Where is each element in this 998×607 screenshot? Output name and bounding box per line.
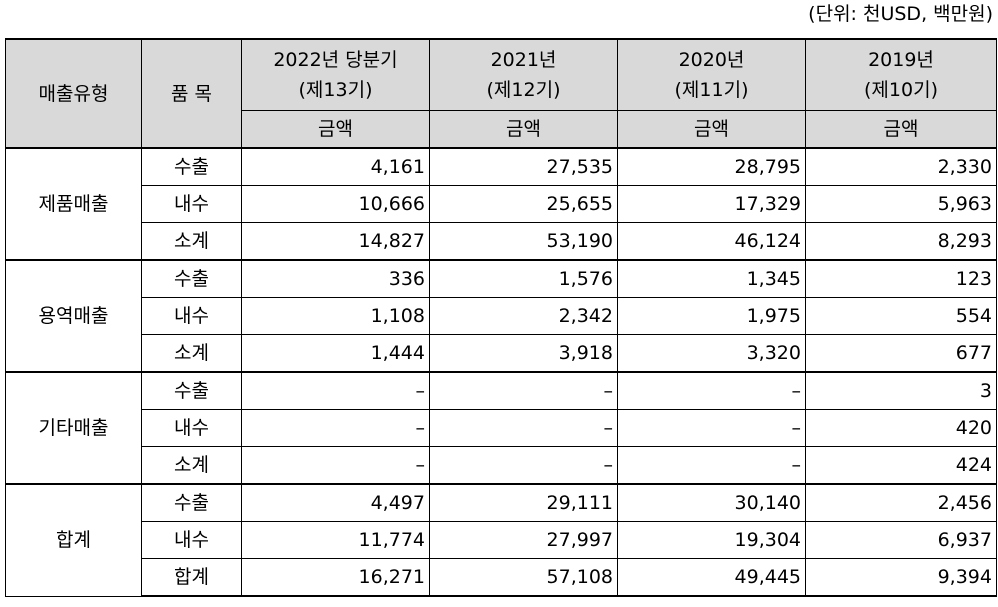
amount-cell: 123 [805, 259, 997, 298]
amount-cell: 10,666 [241, 185, 430, 223]
header-amount: 금액 [241, 110, 430, 149]
amount-cell: – [429, 371, 618, 410]
period-term: (제11기) [674, 79, 749, 101]
amount-cell: 27,535 [429, 147, 618, 186]
group-name-cell: 용역매출 [5, 259, 142, 373]
amount-cell: 2,330 [805, 147, 997, 186]
amount-cell: 1,345 [617, 259, 806, 298]
table-row: 용역매출 수출 336 1,576 1,345 123 [5, 259, 997, 373]
amount-cell: 1,444 [241, 334, 430, 373]
table-row: 내수 1,108 2,342 1,975 554 [6, 297, 997, 335]
period-term: (제13기) [298, 79, 373, 101]
header-amount: 금액 [805, 110, 997, 149]
header-period: 2022년 당분기 (제13기) [241, 38, 430, 111]
group-name-cell: 합계 [5, 483, 142, 597]
amount-cell: 9,394 [805, 558, 997, 597]
amount-cell: – [241, 409, 430, 447]
group-name-cell: 기타매출 [5, 371, 142, 485]
group-name-cell: 제품매출 [5, 147, 142, 261]
header-period: 2019년 (제10기) [805, 38, 997, 111]
amount-cell: 25,655 [429, 185, 618, 223]
amount-cell: 19,304 [617, 521, 806, 559]
period-term: (제10기) [864, 79, 938, 101]
item-cell: 소계 [141, 222, 242, 261]
amount-cell: 29,111 [429, 483, 618, 522]
amount-cell: – [617, 446, 806, 485]
amount-cell: 30,140 [617, 483, 806, 522]
item-cell: 수출 [141, 371, 242, 410]
item-cell: 수출 [141, 483, 242, 522]
amount-cell: – [429, 409, 618, 447]
period-year: 2021년 [490, 49, 557, 71]
header-amount: 금액 [617, 110, 806, 149]
item-cell: 합계 [141, 558, 242, 597]
amount-cell: 6,937 [805, 521, 997, 559]
amount-cell: 2,342 [429, 297, 618, 335]
amount-cell: 27,997 [429, 521, 618, 559]
amount-cell: – [617, 409, 806, 447]
amount-cell: 1,576 [429, 259, 618, 298]
amount-cell: 1,108 [241, 297, 430, 335]
header-period: 2020년 (제11기) [617, 38, 806, 111]
period-term: (제12기) [486, 79, 561, 101]
period-year: 2020년 [678, 49, 745, 71]
header-amount: 금액 [429, 110, 618, 149]
table-row: 소계 1,444 3,918 3,320 677 [6, 334, 997, 373]
amount-cell: 5,963 [805, 185, 997, 223]
amount-cell: 8,293 [805, 222, 997, 261]
amount-cell: 53,190 [429, 222, 618, 261]
header-type: 매출유형 [5, 38, 142, 149]
amount-cell: 14,827 [241, 222, 430, 261]
amount-cell: 46,124 [617, 222, 806, 261]
table-row: 소계 14,827 53,190 46,124 8,293 [6, 222, 997, 261]
table-row: 제품매출 수출 4,161 27,535 28,795 2,330 [5, 147, 997, 261]
table-body: 제품매출 수출 4,161 27,535 28,795 2,330 내수 10,666 25,6… [5, 147, 997, 597]
item-cell: 내수 [141, 185, 242, 223]
amount-cell: – [241, 446, 430, 485]
amount-cell: 336 [241, 259, 430, 298]
amount-cell: 11,774 [241, 521, 430, 559]
table-row: 내수 – – –420 [6, 409, 997, 447]
amount-cell: 49,445 [617, 558, 806, 597]
amount-cell: – [617, 371, 806, 410]
amount-cell: 4,161 [241, 147, 430, 186]
table-row: 내수 10,666 25,655 17,329 5,963 [6, 185, 997, 223]
amount-cell: 1,975 [617, 297, 806, 335]
amount-cell: 2,456 [805, 483, 997, 522]
amount-cell: 28,795 [617, 147, 806, 186]
amount-cell: 424 [805, 446, 997, 485]
amount-cell: 677 [805, 334, 997, 373]
amount-cell: 3,918 [429, 334, 618, 373]
item-cell: 내수 [141, 409, 242, 447]
header-period: 2021년 (제12기) [429, 38, 618, 111]
table-header: 매출유형 품 목 2022년 당분기 (제13기) 2021년 (제12기) 202… [5, 38, 997, 149]
amount-cell: 4,497 [241, 483, 430, 522]
period-year: 2022년 당분기 [273, 49, 398, 71]
table-row: 기타매출 수출 – – –3 [5, 371, 997, 485]
amount-cell: 17,329 [617, 185, 806, 223]
period-year: 2019년 [868, 49, 934, 71]
table-row: 내수 11,774 27,997 19,304 6,937 [6, 521, 997, 559]
table-row: 소계 – – –424 [6, 446, 997, 485]
amount-cell: 3,320 [617, 334, 806, 373]
amount-cell: 57,108 [429, 558, 618, 597]
table-row: 합계 16,271 57,108 49,445 9,394 [6, 558, 997, 597]
item-cell: 소계 [141, 446, 242, 485]
table-row: 합계 수출 4,497 29,111 30,140 2,456 [5, 483, 997, 597]
amount-cell: 554 [805, 297, 997, 335]
amount-cell: – [429, 446, 618, 485]
unit-label: (단위: 천USD, 백만원) [808, 3, 993, 25]
item-cell: 수출 [141, 259, 242, 298]
amount-cell: – [241, 371, 430, 410]
item-cell: 수출 [141, 147, 242, 186]
amount-cell: 16,271 [241, 558, 430, 597]
header-item: 품 목 [141, 38, 242, 149]
item-cell: 내수 [141, 521, 242, 559]
sales-table: 매출유형 품 목 2022년 당분기 (제13기) 2021년 (제12기) 202… [5, 38, 997, 597]
amount-cell: 3 [805, 371, 997, 410]
item-cell: 내수 [141, 297, 242, 335]
amount-cell: 420 [805, 409, 997, 447]
item-cell: 소계 [141, 334, 242, 373]
